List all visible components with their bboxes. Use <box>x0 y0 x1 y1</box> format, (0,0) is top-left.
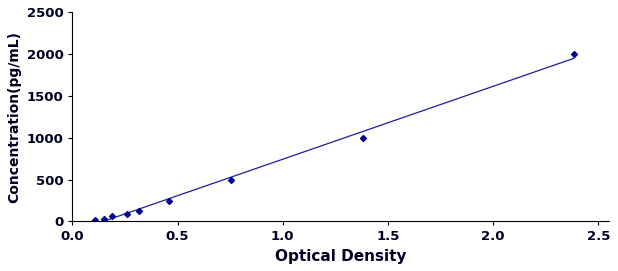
Point <box>134 209 144 213</box>
Point <box>164 198 174 203</box>
Point <box>358 136 368 140</box>
Point <box>90 218 100 222</box>
Point <box>226 178 235 182</box>
Point <box>122 211 132 216</box>
X-axis label: Optical Density: Optical Density <box>275 249 406 264</box>
Point <box>99 217 109 221</box>
Point <box>569 52 579 56</box>
Y-axis label: Concentration(pg/mL): Concentration(pg/mL) <box>7 31 21 203</box>
Point <box>108 214 117 218</box>
